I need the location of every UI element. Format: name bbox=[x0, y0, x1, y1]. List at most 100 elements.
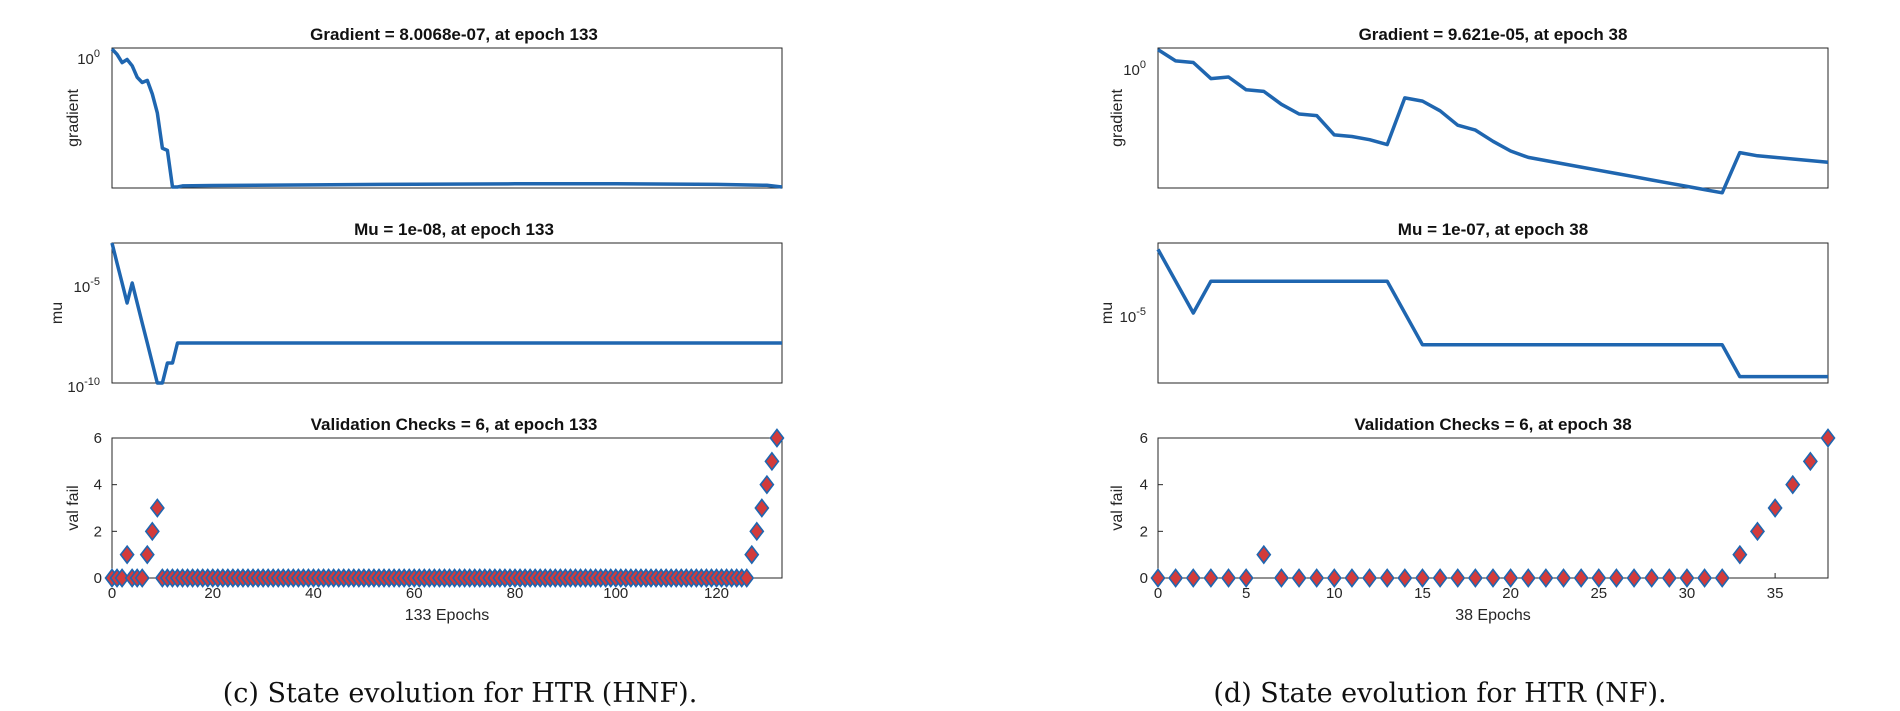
ylabel-c-mu: mu bbox=[49, 302, 66, 324]
val-fail-d-marker bbox=[1538, 568, 1554, 588]
val-fail-d-marker bbox=[1414, 568, 1430, 588]
xtick-label: 0 bbox=[108, 585, 116, 602]
subplot-d-val: Validation Checks = 6, at epoch 38 val f… bbox=[1109, 415, 1836, 624]
val-fail-d-marker bbox=[1256, 544, 1272, 565]
markers-c-val bbox=[104, 428, 785, 588]
gradient-line-c bbox=[110, 47, 783, 189]
axes-d-mu bbox=[1157, 242, 1829, 384]
val-fail-d-marker bbox=[1185, 568, 1201, 588]
val-fail-d-marker bbox=[1238, 568, 1254, 588]
ylabel-c-val: val fail bbox=[65, 485, 82, 530]
val-fail-c-marker bbox=[739, 568, 755, 588]
subplot-c-gradient: Gradient = 8.0068e-07, at epoch 133 grad… bbox=[65, 25, 783, 189]
ytick-c-gradient: 100 bbox=[77, 48, 100, 68]
ytick-c-mu-1: 10-5 bbox=[74, 276, 100, 296]
ylabel-c-gradient: gradient bbox=[65, 89, 82, 147]
val-fail-d-marker bbox=[1326, 568, 1342, 588]
axes-c-mu bbox=[111, 242, 783, 384]
val-fail-d-marker bbox=[1362, 568, 1378, 588]
ytick-label: 0 bbox=[1140, 570, 1148, 587]
val-fail-d-marker bbox=[1291, 568, 1307, 588]
val-fail-d-marker bbox=[1785, 474, 1801, 495]
ytick-label: 2 bbox=[94, 523, 102, 540]
ytick-label: 4 bbox=[1140, 477, 1148, 494]
xtick-label: 60 bbox=[406, 585, 423, 602]
axes-c-gradient bbox=[111, 47, 783, 189]
title-c-gradient: Gradient = 8.0068e-07, at epoch 133 bbox=[310, 25, 598, 44]
caption-c: (c) State evolution for HTR (HNF). bbox=[222, 678, 698, 709]
val-fail-d-marker bbox=[1732, 544, 1748, 565]
ytick-label: 6 bbox=[94, 430, 102, 447]
title-c-mu: Mu = 1e-08, at epoch 133 bbox=[354, 220, 554, 239]
val-fail-d-marker bbox=[1608, 568, 1624, 588]
val-fail-d-marker bbox=[1168, 568, 1184, 588]
title-c-val: Validation Checks = 6, at epoch 133 bbox=[311, 415, 598, 434]
xtick-label: 20 bbox=[204, 585, 221, 602]
val-fail-d-marker bbox=[1591, 568, 1607, 588]
val-fail-d-marker bbox=[1749, 521, 1765, 542]
panel-d: Gradient = 9.621e-05, at epoch 38 gradie… bbox=[1099, 25, 1836, 624]
mu-line-d bbox=[1156, 248, 1828, 379]
xtick-label: 80 bbox=[507, 585, 524, 602]
ytick-label: 2 bbox=[1140, 523, 1148, 540]
ylabel-d-val: val fail bbox=[1109, 485, 1126, 530]
val-fail-d-marker bbox=[1520, 568, 1536, 588]
ytick-d-mu-1: 10-5 bbox=[1120, 306, 1146, 326]
xlabel-c: 133 Epochs bbox=[405, 607, 490, 624]
val-fail-d-marker bbox=[1273, 568, 1289, 588]
subplot-d-mu: Mu = 1e-07, at epoch 38 mu 10-5 bbox=[1099, 220, 1829, 384]
val-fail-c-marker bbox=[139, 544, 155, 565]
subplot-d-gradient: Gradient = 9.621e-05, at epoch 38 gradie… bbox=[1109, 25, 1829, 195]
val-fail-d-marker bbox=[1697, 568, 1713, 588]
xtick-label: 25 bbox=[1590, 585, 1607, 602]
markers-d-val bbox=[1150, 428, 1836, 588]
val-fail-c-marker bbox=[744, 544, 760, 565]
val-fail-d-marker bbox=[1432, 568, 1448, 588]
xtick-label: 100 bbox=[603, 585, 628, 602]
subplot-c-val: Validation Checks = 6, at epoch 133 val … bbox=[65, 415, 785, 624]
val-fail-d-marker bbox=[1150, 568, 1166, 588]
val-fail-d-marker bbox=[1467, 568, 1483, 588]
ytick-label: 6 bbox=[1140, 430, 1148, 447]
val-fail-c-marker bbox=[149, 498, 165, 518]
ylabel-d-gradient: gradient bbox=[1109, 89, 1126, 147]
title-d-mu: Mu = 1e-07, at epoch 38 bbox=[1398, 220, 1588, 239]
xtick-label: 120 bbox=[704, 585, 729, 602]
val-fail-c-marker bbox=[144, 521, 160, 542]
val-fail-d-marker bbox=[1802, 451, 1818, 472]
xtick-label: 15 bbox=[1414, 585, 1431, 602]
val-fail-c-marker bbox=[759, 474, 775, 495]
val-fail-d-marker bbox=[1767, 498, 1783, 518]
gradient-line-d bbox=[1157, 48, 1829, 195]
xtick-label: 0 bbox=[1154, 585, 1162, 602]
title-d-gradient: Gradient = 9.621e-05, at epoch 38 bbox=[1359, 25, 1628, 44]
val-fail-d-marker bbox=[1485, 568, 1501, 588]
xticks-d-val: 0 5 10 15 20 25 30 35 bbox=[1154, 573, 1784, 602]
axes-d-gradient bbox=[1157, 47, 1829, 189]
val-fail-d-marker bbox=[1679, 568, 1695, 588]
mu-line-c bbox=[110, 242, 782, 385]
val-fail-c-marker bbox=[754, 498, 770, 518]
yticks-d-val: 0 2 4 6 bbox=[1140, 430, 1163, 587]
val-fail-c-marker bbox=[764, 451, 780, 472]
val-fail-d-marker bbox=[1309, 568, 1325, 588]
ylabel-d-mu: mu bbox=[1099, 302, 1116, 324]
axes-c-val bbox=[111, 437, 783, 579]
caption-d: (d) State evolution for HTR (NF). bbox=[1213, 678, 1667, 709]
yticks-c-val: 0 2 4 6 bbox=[94, 430, 117, 587]
val-fail-d-marker bbox=[1203, 568, 1219, 588]
val-fail-d-marker bbox=[1344, 568, 1360, 588]
val-fail-d-marker bbox=[1556, 568, 1572, 588]
ytick-c-mu-2: 10-10 bbox=[67, 376, 100, 396]
val-fail-d-marker bbox=[1503, 568, 1519, 588]
xtick-label: 35 bbox=[1767, 585, 1784, 602]
val-fail-c-marker bbox=[749, 521, 765, 542]
val-fail-d-marker bbox=[1626, 568, 1642, 588]
title-d-val: Validation Checks = 6, at epoch 38 bbox=[1354, 415, 1631, 434]
panel-c: Gradient = 8.0068e-07, at epoch 133 grad… bbox=[49, 25, 785, 624]
xtick-label: 30 bbox=[1679, 585, 1696, 602]
subplot-c-mu: Mu = 1e-08, at epoch 133 mu 10-5 10-10 bbox=[49, 220, 783, 396]
xtick-label: 10 bbox=[1326, 585, 1343, 602]
val-fail-d-marker bbox=[1820, 428, 1836, 448]
